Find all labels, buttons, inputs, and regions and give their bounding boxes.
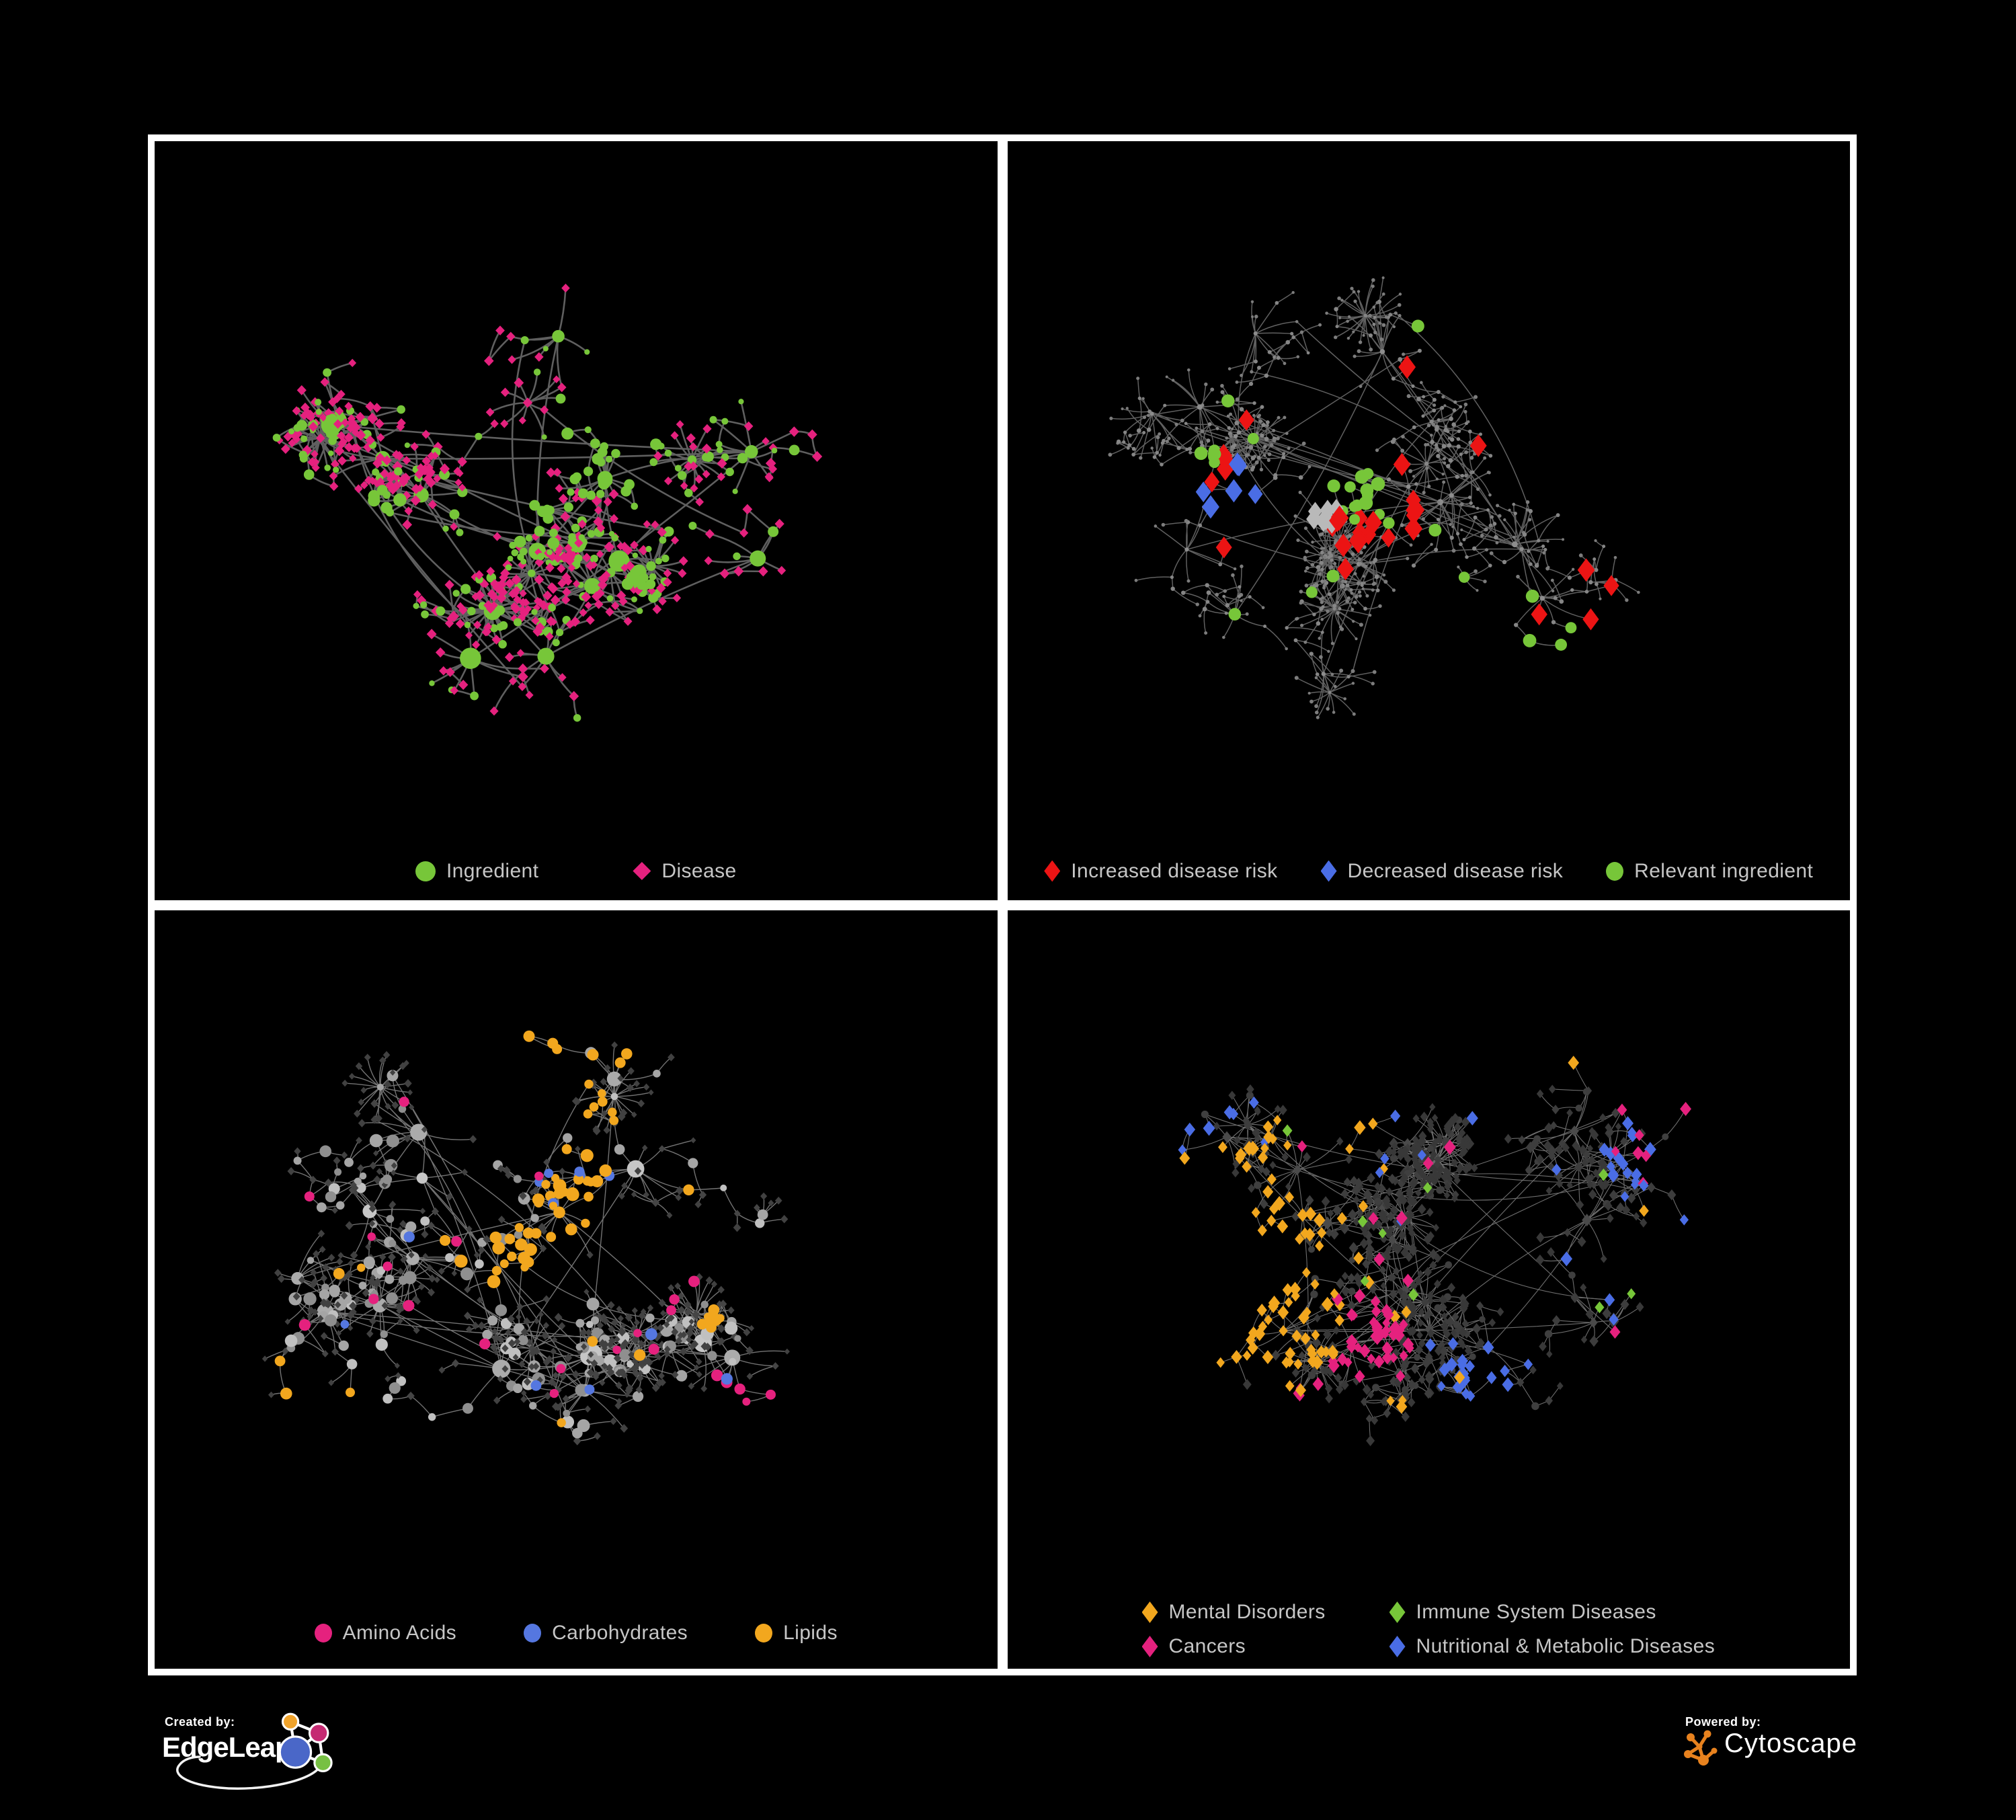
powered-by-label: Powered by: [1685,1715,1761,1729]
panel-compound-classes: Amino Acids Carbohydrates Lipids [155,910,998,1669]
edgeleap-wordmark: EdgeLeap [162,1731,292,1763]
panel-disease-classes: Mental Disorders Immune System Diseases … [1007,910,1850,1669]
compound-classes-network [261,1030,790,1446]
legend-item: Decreased disease risk [1320,859,1564,883]
created-by-label: Created by: [165,1715,235,1729]
legend-item: Ingredient [415,860,538,883]
legend-label: Disease [661,859,737,882]
legend-item: Nutritional & Metabolic Diseases [1389,1635,1716,1658]
cytoscape-wordmark: Cytoscape [1724,1729,1857,1758]
ingredient-disease-network [272,283,823,722]
legend-label: Amino Acids [342,1622,457,1644]
legend-label: Relevant ingredient [1634,859,1814,882]
legend-item: Mental Disorders [1141,1601,1389,1624]
legend-label: Lipids [783,1622,838,1644]
legend-label: Decreased disease risk [1347,859,1564,882]
edgeleap-node-blue [278,1735,313,1769]
cancers-marker-icon [1141,1636,1158,1657]
legend-label: Carbohydrates [552,1622,688,1644]
decreased-risk-marker-icon [1320,860,1337,882]
edgeleap-swoosh [176,1755,323,1790]
relevant-ingredient-marker-icon [1606,861,1624,881]
legend-label: Cancers [1168,1635,1246,1657]
cytoscape-logo [1684,1730,1718,1766]
disease-marker-icon [633,862,651,880]
panel-disease-risk: Increased disease risk Decreased disease… [1007,141,1851,900]
legend-disease-classes: Mental Disorders Immune System Diseases … [1141,1601,1716,1658]
legend-item: Increased disease risk [1044,860,1277,883]
legend-label: Ingredient [446,859,539,882]
legend-item: Lipids [755,1622,838,1645]
edgeleap-logo [278,1712,333,1773]
legend-item: Amino Acids [314,1622,457,1645]
edgeleap-node-magenta [308,1723,329,1743]
nutritional-metabolic-diseases-marker-icon [1389,1636,1406,1657]
legend-compound-classes: Amino Acids Carbohydrates Lipids [155,1622,998,1645]
legend-label: Nutritional & Metabolic Diseases [1416,1635,1716,1657]
legend-item: Disease [633,860,736,883]
legend-item: Relevant ingredient [1606,860,1813,883]
legend-item: Cancers [1141,1635,1389,1658]
increased-risk-marker-icon [1044,860,1061,882]
legend-disease-risk: Increased disease risk Decreased disease… [1008,860,1851,883]
panel-grid: Ingredient Disease Increased disease ris… [148,134,1857,1675]
legend-item: Immune System Diseases [1389,1601,1716,1624]
amino-acids-marker-icon [314,1624,332,1643]
legend-label: Mental Disorders [1168,1601,1326,1623]
panel-ingredient-disease: Ingredient Disease [155,141,998,900]
lipids-marker-icon [755,1624,773,1643]
edgeleap-node-orange [281,1712,300,1731]
mental-disorders-marker-icon [1141,1601,1158,1623]
created-by-block: Created by: EdgeLeap [158,1711,380,1812]
powered-by-block: Powered by: Cytoscape [1677,1711,1892,1792]
immune-system-diseases-marker-icon [1389,1601,1406,1623]
carbohydrates-marker-icon [524,1624,542,1643]
disease-risk-network [1107,276,1640,719]
legend-label: Immune System Diseases [1416,1601,1656,1623]
legend-label: Increased disease risk [1071,859,1278,882]
disease-classes-network [1178,1055,1691,1446]
edgeleap-node-green [313,1753,333,1773]
legend-ingredient-disease: Ingredient Disease [155,860,998,883]
legend-item: Carbohydrates [524,1622,688,1645]
ingredient-marker-icon [415,861,436,881]
